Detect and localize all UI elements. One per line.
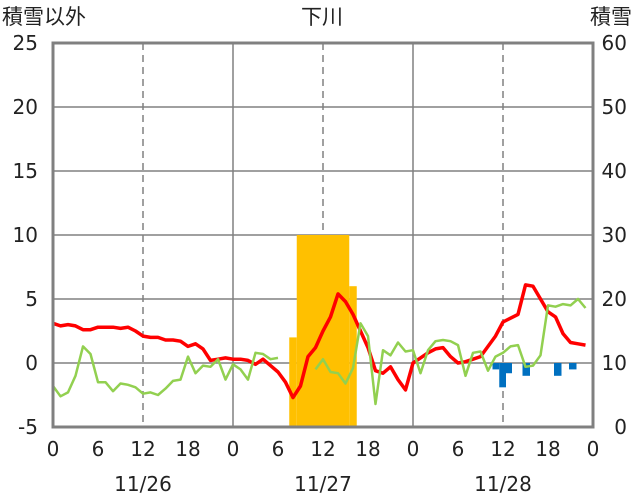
x-tick-label: 18 — [535, 437, 560, 461]
bar — [554, 363, 562, 376]
right-tick-label: 40 — [602, 159, 627, 183]
bar — [349, 286, 357, 427]
x-tick-label: 12 — [490, 437, 515, 461]
left-tick-label: 15 — [13, 159, 38, 183]
bar — [499, 363, 506, 388]
bar — [506, 363, 512, 374]
x-tick-label: 6 — [452, 437, 465, 461]
date-label: 11/27 — [294, 472, 352, 496]
x-tick-label: 0 — [587, 437, 600, 461]
series-line — [52, 283, 586, 400]
right-axis-label: 積雪 — [590, 5, 632, 29]
x-tick-label: 6 — [272, 437, 285, 461]
date-label: 11/28 — [474, 472, 532, 496]
x-tick-label: 6 — [92, 437, 105, 461]
left-tick-label: 25 — [13, 31, 38, 55]
left-tick-label: 20 — [13, 95, 38, 119]
right-tick-label: 50 — [602, 95, 627, 119]
left-axis-label: 積雪以外 — [2, 5, 86, 29]
left-tick-label: 5 — [25, 287, 38, 311]
bar — [569, 363, 577, 370]
series-line — [51, 297, 587, 406]
plot-border — [51, 41, 595, 429]
left-tick-label: 0 — [25, 351, 38, 375]
x-tick-label: 0 — [407, 437, 420, 461]
x-tick-label: 0 — [227, 437, 240, 461]
date-label: 11/26 — [114, 472, 172, 496]
x-tick-label: 18 — [175, 437, 200, 461]
chart-title: 下川 — [301, 5, 343, 29]
bar — [522, 363, 530, 376]
x-tick-label: 12 — [310, 437, 335, 461]
bar-series — [289, 235, 577, 427]
right-tick-label: 60 — [602, 31, 627, 55]
x-tick-label: 18 — [355, 437, 380, 461]
right-tick-label: 20 — [602, 287, 627, 311]
right-tick-label: 10 — [602, 351, 627, 375]
bar — [289, 337, 297, 427]
right-tick-label: 30 — [602, 223, 627, 247]
bar — [492, 363, 500, 370]
left-tick-label: -5 — [18, 415, 38, 439]
left-tick-label: 10 — [13, 223, 38, 247]
x-tick-label: 0 — [47, 437, 60, 461]
right-tick-label: 0 — [614, 415, 627, 439]
plot-frame — [51, 41, 595, 429]
x-tick-label: 12 — [130, 437, 155, 461]
